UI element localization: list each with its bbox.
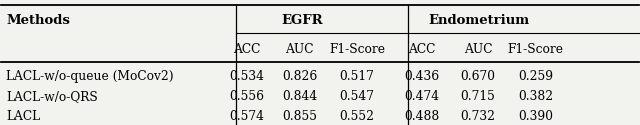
Text: 0.574: 0.574 (229, 110, 264, 123)
Text: LACL-w/o-queue (MoCov2): LACL-w/o-queue (MoCov2) (6, 70, 174, 82)
Text: 0.670: 0.670 (461, 70, 495, 82)
Text: F1-Score: F1-Score (508, 43, 563, 56)
Text: LACL: LACL (6, 110, 40, 123)
Text: 0.534: 0.534 (229, 70, 264, 82)
Text: 0.382: 0.382 (518, 90, 553, 103)
Text: ACC: ACC (233, 43, 260, 56)
Text: 0.732: 0.732 (461, 110, 495, 123)
Text: 0.488: 0.488 (404, 110, 440, 123)
Text: ACC: ACC (408, 43, 436, 56)
Text: EGFR: EGFR (281, 14, 323, 27)
Text: 0.436: 0.436 (404, 70, 440, 82)
Text: Methods: Methods (6, 14, 70, 27)
Text: Endometrium: Endometrium (428, 14, 529, 27)
Text: 0.552: 0.552 (339, 110, 374, 123)
Text: 0.517: 0.517 (340, 70, 374, 82)
Text: 0.844: 0.844 (282, 90, 317, 103)
Text: AUC: AUC (464, 43, 492, 56)
Text: 0.547: 0.547 (339, 90, 374, 103)
Text: LACL-w/o-QRS: LACL-w/o-QRS (6, 90, 98, 103)
Text: 0.855: 0.855 (282, 110, 317, 123)
Text: 0.715: 0.715 (461, 90, 495, 103)
Text: 0.826: 0.826 (282, 70, 317, 82)
Text: F1-Score: F1-Score (329, 43, 385, 56)
Text: 0.259: 0.259 (518, 70, 553, 82)
Text: AUC: AUC (285, 43, 314, 56)
Text: 0.474: 0.474 (404, 90, 440, 103)
Text: 0.556: 0.556 (229, 90, 264, 103)
Text: 0.390: 0.390 (518, 110, 553, 123)
